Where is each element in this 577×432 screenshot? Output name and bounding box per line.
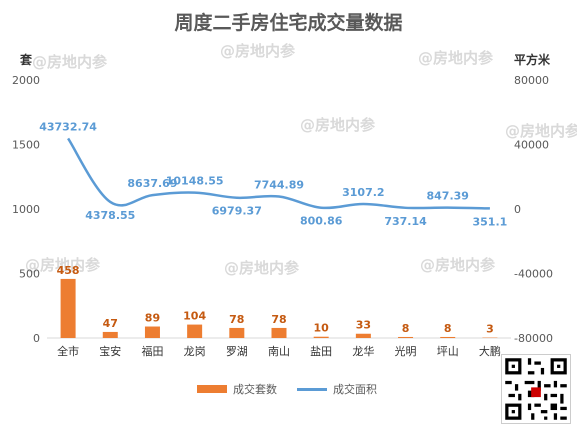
right-axis-tick-label: 0 [514, 203, 521, 216]
line-data-label: 7744.89 [254, 179, 304, 192]
x-axis-tick-label: 宝安 [99, 344, 121, 358]
series-line [67, 137, 490, 210]
left-axis-tick-label: 2000 [12, 74, 40, 87]
bar-data-label: 8 [444, 322, 452, 335]
bar-data-label: 8 [402, 322, 410, 335]
x-axis-tick-label: 福田 [141, 344, 163, 358]
bar [187, 324, 203, 338]
bar [355, 333, 371, 338]
left-axis-tick-label: 500 [19, 268, 40, 281]
legend-line-swatch [297, 387, 327, 391]
bar [271, 327, 287, 338]
x-axis-tick-label: 坪山 [437, 345, 459, 358]
legend-line-label: 成交面积 [333, 383, 377, 396]
bar-data-label: 47 [103, 317, 118, 330]
bar-data-label: 89 [145, 312, 160, 325]
chart-title: 周度二手房住宅成交量数据 [174, 12, 403, 34]
bar-data-label: 3 [486, 323, 494, 336]
bar [440, 336, 456, 338]
legend-bar-label: 成交套数 [233, 383, 277, 396]
right-axis-tick-label: -80000 [514, 332, 553, 345]
bar [398, 336, 414, 338]
line-data-label: 3107.2 [342, 186, 384, 199]
x-axis-tick-label: 罗湖 [226, 345, 248, 358]
qr-code-icon [501, 354, 571, 424]
x-axis-tick-label: 大鹏 [479, 344, 501, 358]
x-axis-tick-label: 光明 [395, 344, 417, 358]
line-data-label: 351.1 [473, 215, 508, 228]
line-data-label: 4378.55 [85, 209, 135, 222]
bar-data-label: 458 [57, 264, 80, 277]
bar-data-label: 78 [229, 313, 244, 326]
right-axis-unit: 平方米 [514, 53, 551, 67]
line-data-label: 10148.55 [166, 175, 224, 188]
right-axis-tick-label: -40000 [514, 268, 553, 281]
bar [60, 278, 76, 338]
right-axis-tick-label: 80000 [514, 74, 549, 87]
bar-data-label: 78 [271, 313, 286, 326]
line-data-label: 6979.37 [212, 205, 262, 218]
left-axis-unit: 套 [20, 53, 33, 67]
bar [144, 326, 160, 338]
line-data-label: 847.39 [427, 190, 469, 203]
left-axis-tick-label: 1500 [12, 139, 40, 152]
bar-data-label: 10 [314, 322, 330, 335]
left-axis-tick-label: 1000 [12, 203, 40, 216]
line-data-label: 737.14 [384, 215, 427, 228]
line-data-label: 43732.74 [39, 120, 97, 133]
bar [102, 331, 118, 338]
bar [313, 336, 329, 338]
left-axis-tick-label: 0 [33, 332, 40, 345]
bar-data-label: 104 [183, 310, 206, 323]
legend-bar-swatch [197, 385, 227, 393]
legend: 成交套数 成交面积 [197, 381, 377, 397]
x-axis-tick-label: 全市 [57, 344, 79, 358]
bar-data-label: 33 [356, 319, 371, 332]
x-axis-tick-label: 盐田 [310, 345, 332, 358]
x-axis-tick-label: 南山 [268, 345, 290, 358]
x-axis-tick-label: 龙华 [352, 344, 374, 358]
bar [229, 327, 245, 338]
right-axis-tick-label: 40000 [514, 139, 549, 152]
line-data-label: 8637.69 [127, 177, 177, 190]
x-axis-tick-label: 龙岗 [184, 345, 206, 358]
line-data-label: 800.86 [300, 215, 343, 228]
